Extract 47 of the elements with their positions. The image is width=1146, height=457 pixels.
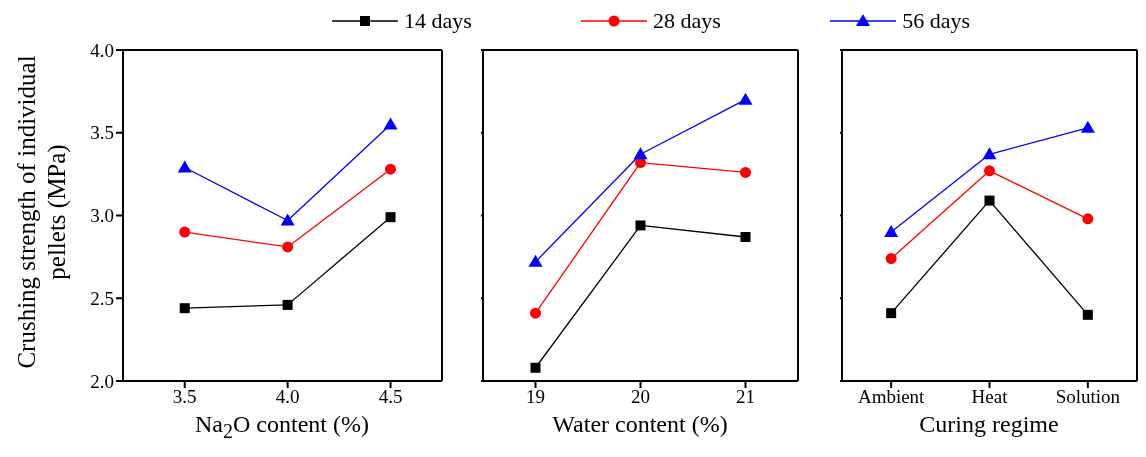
- point: [528, 254, 543, 267]
- point: [984, 165, 995, 177]
- point: [282, 241, 294, 253]
- x-tick-label: 20: [631, 386, 650, 408]
- x-tick-label: 19: [526, 386, 545, 408]
- legend-label: 28 days: [653, 8, 721, 34]
- point: [740, 166, 751, 178]
- point: [282, 299, 293, 310]
- point: [1082, 309, 1093, 320]
- legend-label: 56 days: [902, 8, 970, 34]
- point: [633, 147, 648, 160]
- x-tick-label: Ambient: [857, 386, 926, 408]
- x-axis-title: Na$_{2}$O content (%): [194, 411, 370, 443]
- point: [884, 225, 899, 238]
- point: [179, 226, 191, 238]
- point: [886, 308, 897, 319]
- x-axis-title: Water content (%): [551, 411, 729, 438]
- point: [635, 220, 646, 231]
- point: [1080, 120, 1095, 133]
- point: [177, 160, 192, 173]
- x-tick-label: 3.5: [172, 386, 197, 408]
- y-tick-label: 2.0: [90, 370, 114, 392]
- legend-label: 14 days: [404, 8, 472, 34]
- point: [1082, 213, 1094, 225]
- point: [984, 195, 995, 206]
- x-tick-label: 21: [736, 386, 755, 408]
- x-tick-label: Heat: [971, 386, 1009, 408]
- point: [740, 232, 751, 243]
- y-axis-title: Crushing strength of individual pellets (MPa): [12, 54, 71, 371]
- point: [280, 213, 295, 226]
- point: [738, 92, 753, 105]
- y-tick-label: 2.5: [90, 287, 114, 309]
- x-tick-label: Solution: [1055, 386, 1121, 408]
- y-tick-label: 3.5: [90, 122, 114, 144]
- point: [385, 163, 397, 175]
- x-tick-label: 4.5: [378, 386, 403, 408]
- point: [383, 117, 398, 130]
- point: [385, 212, 396, 223]
- point: [530, 307, 541, 319]
- y-tick-label: 3.0: [90, 205, 114, 227]
- point: [530, 362, 541, 373]
- x-axis-title: Curing regime: [918, 411, 1060, 438]
- point: [179, 303, 190, 314]
- point: [982, 147, 997, 160]
- point: [885, 253, 897, 265]
- y-tick-label: 4.0: [90, 39, 114, 61]
- x-tick-label: 4.0: [275, 386, 300, 408]
